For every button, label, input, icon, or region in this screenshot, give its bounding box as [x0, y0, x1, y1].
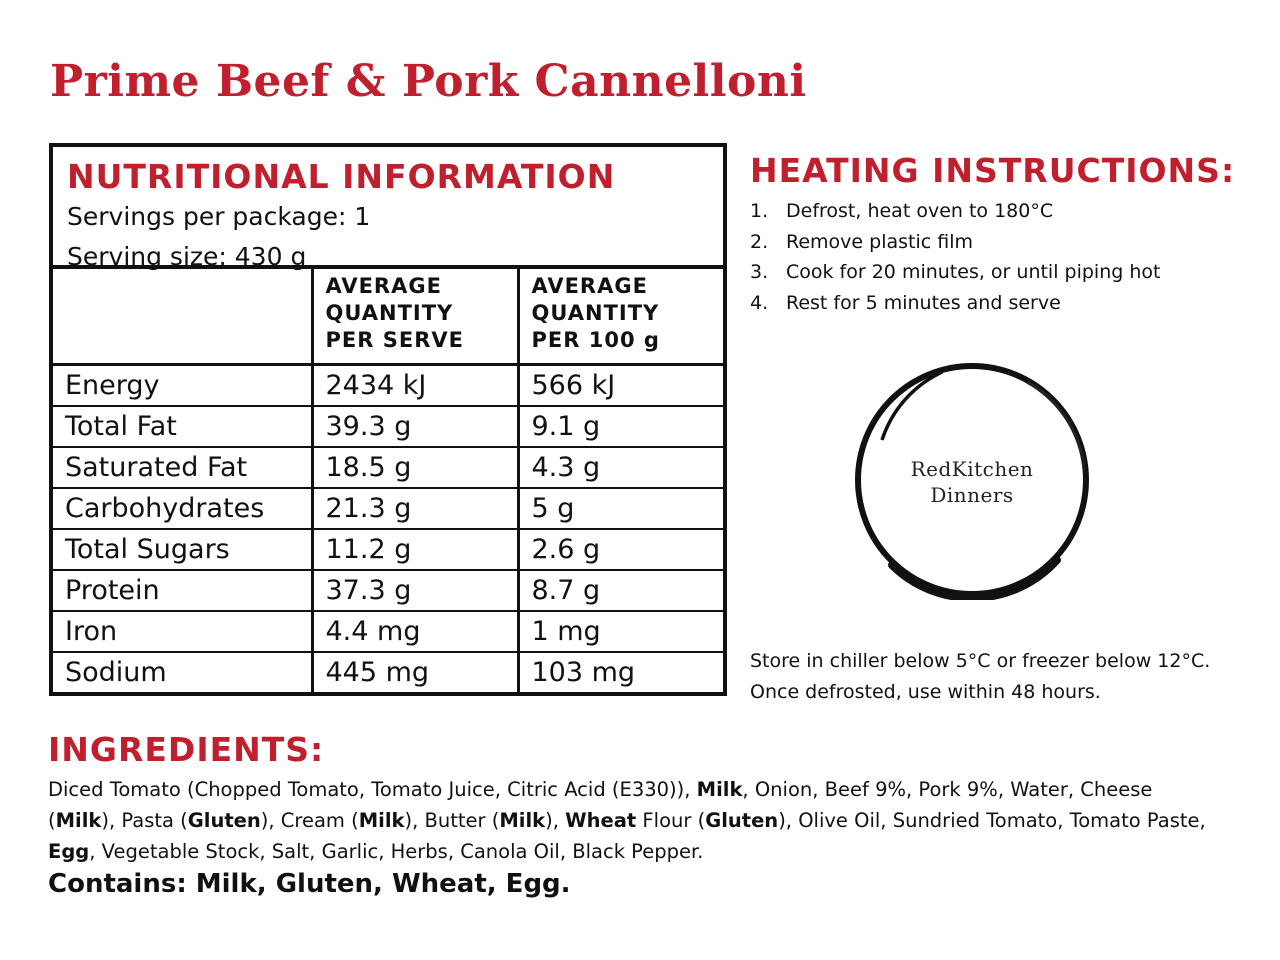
nutrition-table: AVERAGE QUANTITY PER SERVE AVERAGE QUANT… — [53, 269, 723, 692]
nutrition-row: Total Fat 39.3 g 9.1 g — [53, 405, 723, 447]
product-title: Prime Beef & Pork Cannelloni — [50, 56, 807, 107]
allergen-ingredient: Milk — [55, 809, 102, 832]
heating-step: 1. Defrost, heat oven to 180°C — [750, 196, 1160, 227]
column-header-per-serve: AVERAGE QUANTITY PER SERVE — [310, 269, 518, 366]
storage-instructions: Store in chiller below 5°C or freezer be… — [750, 650, 1211, 703]
heating-step-text: Cook for 20 minutes, or until piping hot — [786, 261, 1161, 283]
brand-name-line2: Dinners — [930, 483, 1014, 507]
nutrient-name: Carbohydrates — [53, 487, 312, 529]
heating-step-number: 1. — [750, 200, 769, 222]
heating-step-text: Defrost, heat oven to 180°C — [786, 200, 1054, 222]
per-100g-value: 566 kJ — [516, 363, 723, 406]
per-100g-value: 4.3 g — [516, 446, 723, 488]
ingredient-text: ), Pasta ( — [101, 809, 188, 832]
allergen-ingredient: Milk — [696, 778, 743, 801]
per-serve-value: 2434 kJ — [310, 363, 518, 406]
per-serve-value: 21.3 g — [310, 487, 518, 529]
serving-size: Serving size: 430 g — [67, 242, 307, 271]
per-100g-value: 8.7 g — [516, 569, 723, 611]
per-serve-value: 11.2 g — [310, 528, 518, 570]
allergen-ingredient: Gluten — [705, 809, 779, 832]
per-serve-value: 445 mg — [310, 651, 518, 692]
heating-step-number: 4. — [750, 291, 769, 314]
servings-per-package: Servings per package: 1 — [67, 202, 371, 231]
brand-logo: RedKitchen Dinners — [852, 360, 1092, 602]
heating-steps: 1. Defrost, heat oven to 180°C 2. Remove pl… — [750, 196, 1160, 318]
ingredient-text: , Vegetable Stock, Salt, Garlic, Herbs, … — [89, 840, 704, 863]
nutrition-heading: NUTRITIONAL INFORMATION — [67, 157, 616, 196]
heating-step: 2. Remove plastic film — [750, 227, 1160, 258]
allergen-ingredient: Wheat — [565, 809, 637, 832]
ingredient-text: Diced Tomato (Chopped Tomato, Tomato Jui… — [48, 778, 697, 801]
heating-heading: HEATING INSTRUCTIONS: — [750, 151, 1236, 190]
nutrition-row: Energy 2434 kJ 566 kJ — [53, 363, 723, 406]
nutrient-name: Total Fat — [53, 405, 312, 447]
heating-step: 4. Rest for 5 minutes and serve — [750, 288, 1160, 319]
heating-step-text: Rest for 5 minutes and serve — [786, 291, 1061, 314]
nutrition-header: NUTRITIONAL INFORMATION Servings per pac… — [53, 147, 723, 271]
heating-step: 3. Cook for 20 minutes, or until piping h… — [750, 257, 1160, 288]
ingredients-list: Diced Tomato (Chopped Tomato, Tomato Jui… — [48, 774, 1218, 867]
allergen-ingredient: Milk — [499, 809, 546, 832]
nutrient-name: Sodium — [53, 651, 312, 692]
nutrition-row: Iron 4.4 mg 1 mg — [53, 610, 723, 652]
brand-name-line1: RedKitchen — [910, 457, 1034, 481]
brush-circle-icon — [855, 363, 1089, 602]
per-100g-value: 103 mg — [516, 651, 723, 692]
nutrition-row: Protein 37.3 g 8.7 g — [53, 569, 723, 611]
nutrition-row: Saturated Fat 18.5 g 4.3 g — [53, 446, 723, 488]
per-100g-value: 2.6 g — [516, 528, 723, 570]
heating-step-number: 2. — [750, 230, 769, 253]
allergen-statement: Contains: Milk, Gluten, Wheat, Egg. — [48, 869, 571, 899]
per-100g-value: 1 mg — [516, 610, 723, 652]
heating-step-text: Remove plastic film — [786, 230, 973, 253]
nutrient-name: Iron — [53, 610, 312, 652]
ingredient-text: ), Butter ( — [404, 809, 500, 832]
ingredients-heading: INGREDIENTS: — [48, 730, 325, 769]
per-100g-value: 9.1 g — [516, 405, 723, 447]
brand-name: RedKitchen Dinners — [852, 456, 1092, 508]
column-header-per-100g: AVERAGE QUANTITY PER 100 g — [516, 269, 723, 366]
nutrition-row: Sodium 445 mg 103 mg — [53, 651, 723, 692]
per-serve-value: 39.3 g — [310, 405, 518, 447]
per-serve-value: 37.3 g — [310, 569, 518, 611]
column-header-nutrient — [53, 269, 312, 366]
heating-step-number: 3. — [750, 261, 769, 283]
per-100g-value: 5 g — [516, 487, 723, 529]
ingredient-text: ), — [545, 809, 566, 832]
nutrition-panel: NUTRITIONAL INFORMATION Servings per pac… — [49, 143, 727, 696]
nutrient-name: Saturated Fat — [53, 446, 312, 488]
per-serve-value: 18.5 g — [310, 446, 518, 488]
nutrient-name: Energy — [53, 363, 312, 406]
allergen-ingredient: Egg — [48, 840, 90, 863]
nutrient-name: Total Sugars — [53, 528, 312, 570]
nutrient-name: Protein — [53, 569, 312, 611]
ingredient-text: ), Olive Oil, Sundried Tomato, Tomato Pa… — [778, 809, 1206, 832]
ingredient-text: , Onion, Beef 9%, Pork 9%, Water, Cheese… — [48, 778, 1153, 832]
allergen-ingredient: Gluten — [187, 809, 261, 832]
ingredient-text: Flour ( — [636, 809, 706, 832]
nutrition-row: Total Sugars 11.2 g 2.6 g — [53, 528, 723, 570]
per-serve-value: 4.4 mg — [310, 610, 518, 652]
ingredient-text: ), Cream ( — [260, 809, 359, 832]
nutrition-column-headers: AVERAGE QUANTITY PER SERVE AVERAGE QUANT… — [53, 269, 723, 366]
allergen-ingredient: Milk — [358, 809, 405, 832]
